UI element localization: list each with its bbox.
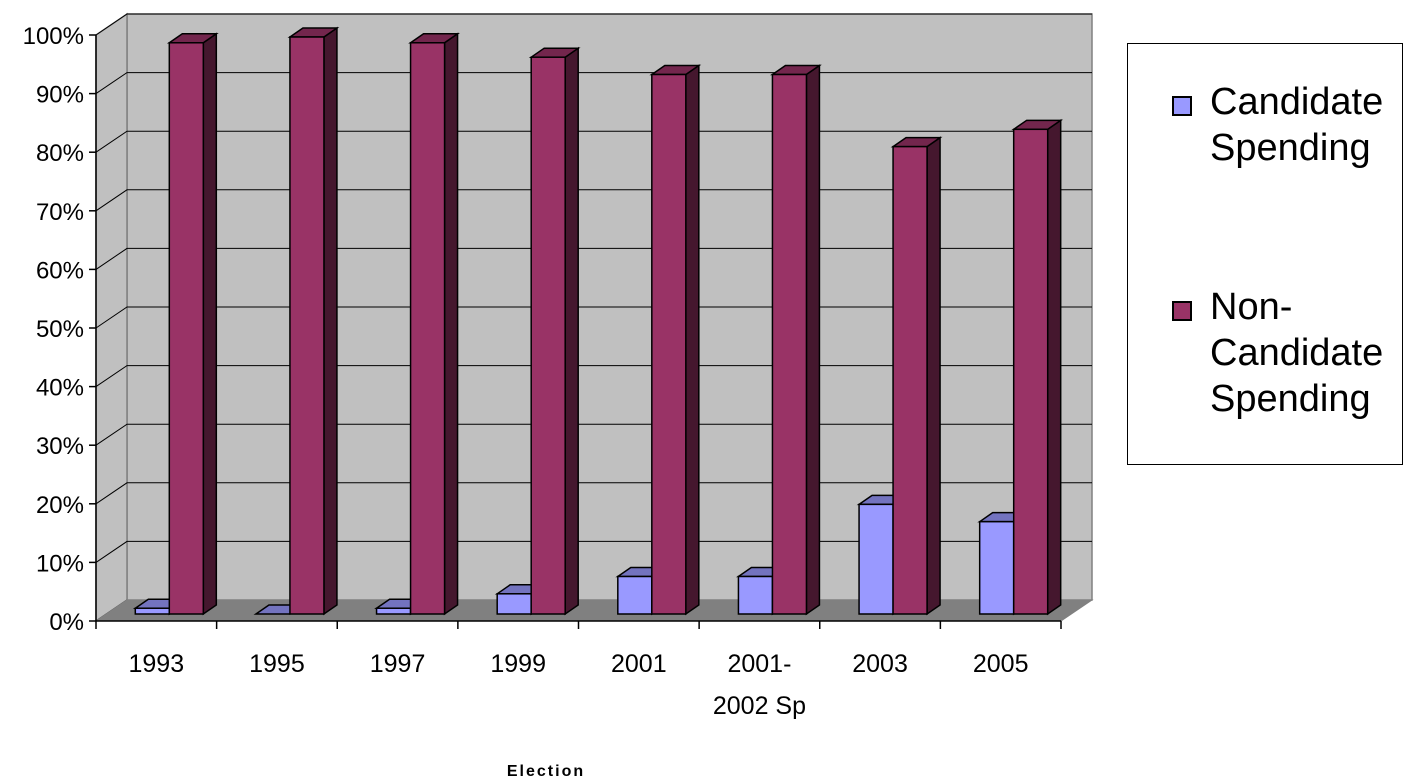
legend: Candidate Spending Non-Candidate Spendin… <box>1127 43 1403 465</box>
bar-front <box>651 73 687 615</box>
bar-front <box>771 73 808 615</box>
x-axis-title: Election <box>507 763 585 779</box>
y-tick-label: 90% <box>36 82 84 109</box>
legend-label-candidate-spending: Candidate Spending <box>1210 81 1384 169</box>
chart-axes <box>89 34 1062 629</box>
bar-front <box>530 56 566 615</box>
gridline <box>95 189 1092 212</box>
gridline <box>95 540 1092 563</box>
bar-front <box>496 593 532 615</box>
bar-front <box>617 575 653 615</box>
gridline <box>95 72 1092 95</box>
bar-side <box>443 32 459 616</box>
x-tick-label: 1999 <box>490 650 546 678</box>
y-tick-label: 100% <box>23 23 84 50</box>
bar-front <box>134 607 171 615</box>
y-axis-tick-labels: 0% 10% 20% 30% 40% 50% 60% 70% 80% 90% 100% <box>23 23 84 636</box>
bar-non-candidate-spending-2005 <box>1011 118 1064 616</box>
x-tick-label: 1995 <box>249 650 305 678</box>
bar-non-candidate-spending-1993 <box>166 32 219 616</box>
gridline <box>95 247 1092 270</box>
chart-floor <box>94 599 1094 622</box>
y-tick-label: 60% <box>36 257 84 284</box>
x-tick-label: 2003 <box>852 650 908 678</box>
bar-front <box>375 607 412 615</box>
bar-front <box>737 575 774 615</box>
bar-non-candidate-spending-1999 <box>528 46 581 616</box>
bar-non-candidate-spending-2001-2002-sp <box>770 64 822 616</box>
legend-label-non-candidate-spending: Non-Candidate Spending <box>1210 286 1384 420</box>
gridline <box>95 365 1092 388</box>
bar-non-candidate-spending-2003 <box>890 136 943 616</box>
bar-front <box>978 520 1015 615</box>
bar-front <box>289 36 325 615</box>
gridline <box>95 130 1092 153</box>
bar-side <box>202 32 218 616</box>
legend-swatch-non-candidate-spending <box>1172 301 1192 321</box>
y-tick-label: 20% <box>36 492 84 519</box>
bar-front <box>168 42 205 615</box>
y-tick-label: 70% <box>36 199 84 226</box>
x-tick-label: 2001 <box>611 650 667 678</box>
y-tick-label: 0% <box>49 609 84 636</box>
y-tick-label: 10% <box>36 550 84 577</box>
x-tick-label: 1997 <box>370 650 426 678</box>
legend-item-candidate-spending: Candidate Spending <box>1128 79 1390 171</box>
legend-item-non-candidate-spending: Non-Candidate Spending <box>1128 284 1390 422</box>
y-tick-label: 30% <box>36 433 84 460</box>
bar-front <box>1012 128 1049 615</box>
chart-bars <box>132 26 1064 616</box>
gridline <box>95 306 1092 329</box>
gridline <box>95 423 1092 446</box>
bar-non-candidate-spending-1997 <box>408 32 460 616</box>
chart-wall <box>95 12 1093 623</box>
bar-front <box>409 42 446 615</box>
bar-side <box>564 46 579 616</box>
floor <box>94 599 1094 622</box>
bar-non-candidate-spending-2001 <box>649 64 702 616</box>
y-tick-label: 40% <box>36 375 84 402</box>
bar-front <box>892 145 928 615</box>
bar-front <box>858 503 894 615</box>
x-tick-label: 2001-2002 Sp <box>713 650 806 720</box>
legend-swatch-candidate-spending <box>1172 96 1192 116</box>
gridline <box>95 482 1092 505</box>
bar-side <box>685 64 700 616</box>
bar-side <box>1046 118 1062 616</box>
x-tick-label: 1993 <box>129 650 185 678</box>
x-tick-label: 2005 <box>973 650 1029 678</box>
bar-side <box>805 64 821 616</box>
bar-side <box>926 136 941 616</box>
y-tick-label: 50% <box>36 316 84 343</box>
bar-side <box>323 26 338 616</box>
bar-non-candidate-spending-1995 <box>287 26 340 616</box>
y-tick-label: 80% <box>36 140 84 167</box>
x-axis-tick-labels: 1993 1995 1997 1999 2001 2001-2002 Sp 2003 2005 <box>129 650 1029 720</box>
gridline <box>95 13 1092 36</box>
